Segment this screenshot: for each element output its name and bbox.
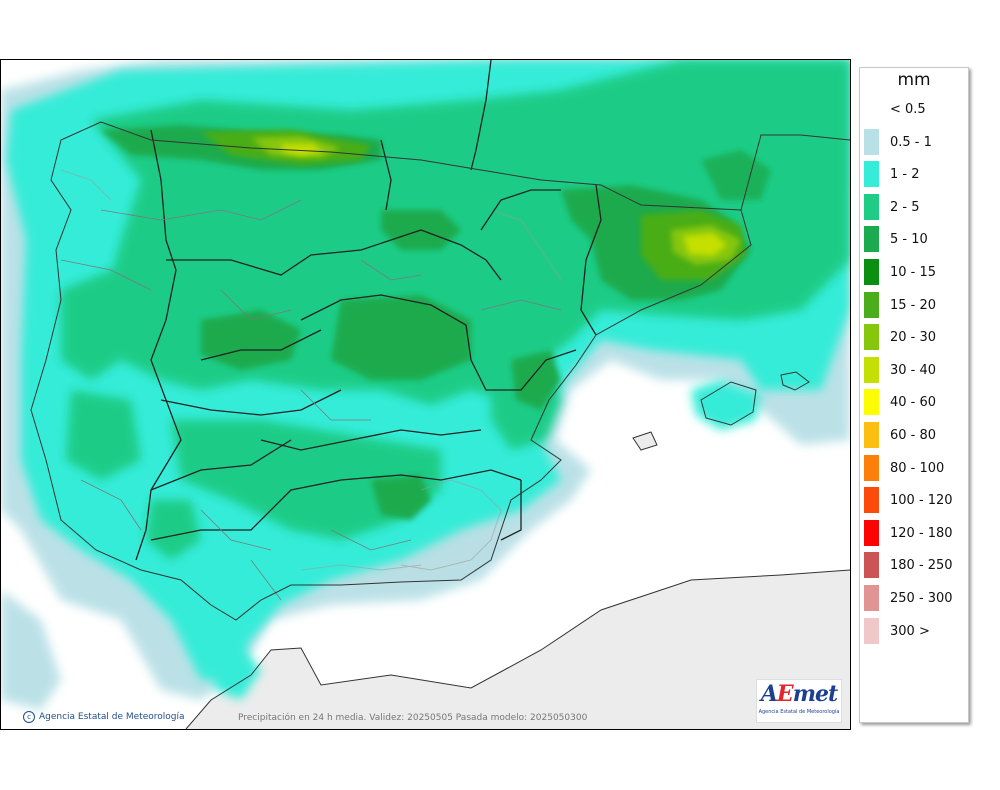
legend-swatch — [864, 585, 879, 611]
legend-item: 40 - 60 — [864, 389, 966, 416]
legend-item: 5 - 10 — [864, 226, 966, 253]
legend-item: 80 - 100 — [864, 454, 966, 481]
legend-label: 300 > — [890, 623, 930, 639]
legend-label: 1 - 2 — [890, 167, 920, 183]
legend-item: 300 > — [864, 617, 966, 644]
legend-item: 0.5 - 1 — [864, 128, 966, 155]
legend-label: 2 - 5 — [890, 199, 920, 215]
legend-swatch — [864, 193, 879, 220]
legend-label: 20 - 30 — [890, 330, 937, 346]
logo-wordmark: AEmet — [760, 681, 838, 707]
precipitation-map: c Agencia Estatal de Meteorología Precip… — [0, 59, 851, 730]
legend-swatch — [864, 519, 879, 546]
legend-item: 60 - 80 — [864, 422, 966, 448]
map-caption: Precipitación en 24 h media. Validez: 20… — [238, 713, 588, 723]
coastlines — [30, 121, 850, 729]
copyright-icon: c — [23, 711, 35, 723]
legend-item: < 0.5 — [864, 96, 966, 122]
legend-item: 30 - 40 — [864, 356, 966, 383]
legend-label: 180 - 250 — [890, 558, 953, 574]
legend-swatch — [864, 487, 879, 514]
legend-swatch — [864, 356, 879, 383]
legend-label: 15 - 20 — [890, 297, 937, 313]
legend-label: 100 - 120 — [890, 493, 953, 509]
legend-swatch — [864, 454, 879, 481]
legend-item: 120 - 180 — [864, 519, 966, 546]
legend-item: 100 - 120 — [864, 487, 966, 514]
legend-label: 10 - 15 — [890, 265, 937, 280]
credit-line: c Agencia Estatal de Meteorología — [23, 711, 185, 723]
legend-swatch — [864, 291, 879, 318]
precip-30-40 — [281, 144, 727, 256]
legend-item: 250 - 300 — [864, 585, 966, 611]
legend-swatch — [864, 422, 879, 448]
legend-swatch — [864, 552, 879, 579]
legend-label: 250 - 300 — [890, 591, 953, 606]
legend-item: 10 - 15 — [864, 259, 966, 285]
terrain-relief — [60, 169, 562, 571]
province-borders — [60, 199, 562, 601]
legend-swatch — [864, 161, 879, 188]
legend-label: 80 - 100 — [890, 460, 945, 476]
africa-land — [186, 570, 850, 729]
legend-swatch — [864, 259, 879, 285]
legend-item: 180 - 250 — [864, 552, 966, 579]
legend-swatch — [864, 128, 879, 155]
legend-unit: mm — [897, 70, 931, 90]
legend-swatch — [864, 617, 879, 644]
legend-swatch — [864, 226, 879, 253]
legend-label: 60 - 80 — [890, 428, 937, 443]
legend-item: 20 - 30 — [864, 324, 966, 351]
legend-item: 15 - 20 — [864, 291, 966, 318]
legend-swatch — [864, 389, 879, 416]
legend-panel: mm < 0.5 0.5 - 1 1 - 2 2 - 5 5 - 10 10 - 15 15… — [859, 67, 969, 723]
logo-subtitle: Agencia Estatal de Meteorología — [758, 709, 840, 715]
legend-label: 5 - 10 — [890, 232, 928, 248]
legend-item: 1 - 2 — [864, 161, 966, 188]
legend-label: 40 - 60 — [890, 395, 937, 411]
legend-label: 120 - 180 — [890, 525, 953, 541]
credit-text: Agencia Estatal de Meteorología — [39, 712, 185, 722]
legend-label: 0.5 - 1 — [890, 134, 932, 150]
legend-item: 2 - 5 — [864, 193, 966, 220]
aemet-logo: AEmet Agencia Estatal de Meteorología — [756, 679, 842, 723]
legend-swatch — [864, 324, 879, 351]
legend-label: 30 - 40 — [890, 362, 937, 378]
legend-label: < 0.5 — [890, 102, 926, 117]
map-canvas — [1, 60, 850, 729]
legend-swatch — [864, 96, 879, 122]
